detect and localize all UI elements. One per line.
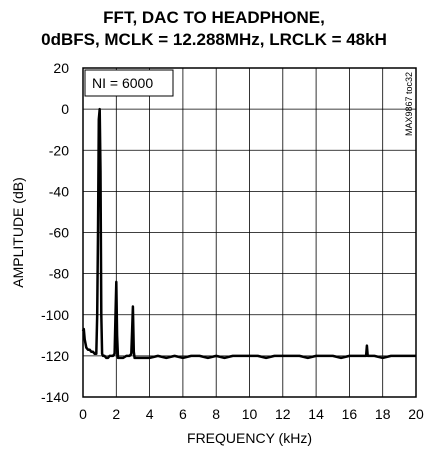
x-axis-label: FREQUENCY (kHz) xyxy=(187,430,312,446)
plot-frame xyxy=(82,67,417,398)
y-tick-label: 20 xyxy=(53,60,69,76)
figure-code-label: MAX9867 toc32 xyxy=(404,72,414,136)
x-tick-label: 2 xyxy=(112,406,120,422)
x-tick-label: 12 xyxy=(275,406,291,422)
x-tick-label: 20 xyxy=(408,406,424,422)
y-tick-label: -60 xyxy=(49,225,69,241)
y-tick-label: -80 xyxy=(49,266,69,282)
y-tick-label: -20 xyxy=(49,142,69,158)
y-tick-label: -140 xyxy=(41,389,69,405)
series-layer xyxy=(81,107,416,360)
annotation-box xyxy=(84,69,174,97)
x-tick-label: 6 xyxy=(179,406,187,422)
y-tick-label: -40 xyxy=(49,183,69,199)
x-tick-label: 8 xyxy=(212,406,220,422)
fft-series-line xyxy=(81,107,416,360)
x-tick-label: 0 xyxy=(79,406,87,422)
y-axis-label: AMPLITUDE (dB) xyxy=(10,177,26,287)
y-tick-label: 0 xyxy=(61,101,69,117)
x-tick-label: 16 xyxy=(342,406,358,422)
annotation-label: NI = 6000 xyxy=(92,75,153,91)
y-tick-label: -100 xyxy=(41,307,69,323)
x-tick-label: 4 xyxy=(146,406,154,422)
y-tick-label: -120 xyxy=(41,348,69,364)
chart-title-line-2: 0dBFS, MCLK = 12.288MHz, LRCLK = 48kH xyxy=(41,30,387,49)
chart-title-line-1: FFT, DAC TO HEADPHONE, xyxy=(103,8,325,27)
x-tick-label: 10 xyxy=(242,406,258,422)
x-tick-label: 18 xyxy=(375,406,391,422)
x-tick-label: 14 xyxy=(308,406,324,422)
y-tick-labels: 20 0 -20 -40 -60 -80 -100 -120 -140 xyxy=(41,60,69,405)
x-tick-labels: 0 2 4 6 8 10 12 14 16 18 20 xyxy=(79,406,424,422)
